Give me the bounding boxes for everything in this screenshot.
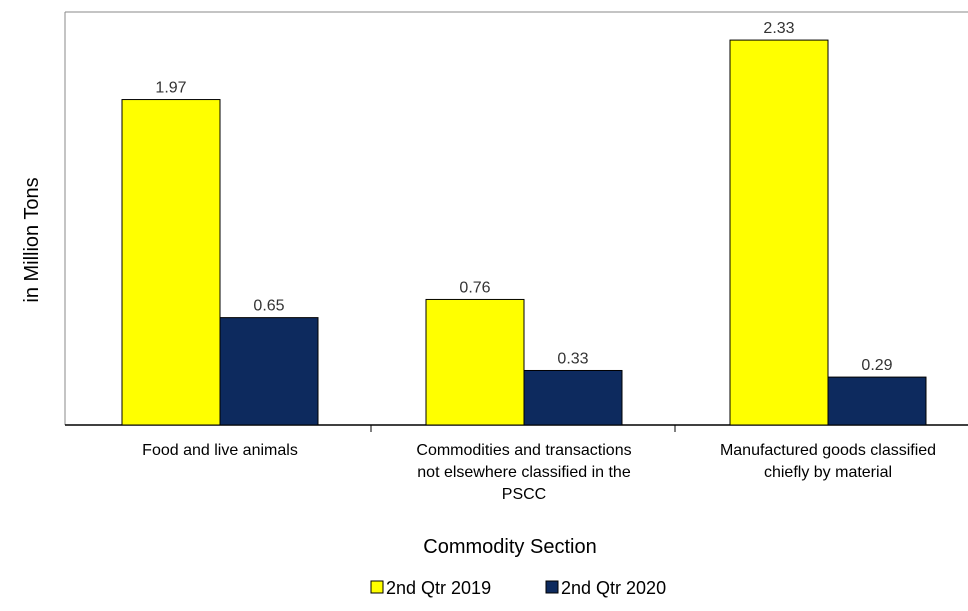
legend-swatch xyxy=(370,580,384,594)
bar-value-label: 0.65 xyxy=(253,298,284,315)
bar-series-2 xyxy=(827,376,927,426)
legend-swatch xyxy=(545,580,559,594)
legend-label: 2nd Qtr 2020 xyxy=(561,578,666,598)
bar-value-label: 2.33 xyxy=(763,20,794,37)
bar-value-label: 1.97 xyxy=(155,80,186,97)
x-tick-label: Food and live animals xyxy=(142,442,298,459)
x-tick-label-line: Manufactured goods classified xyxy=(720,442,936,459)
legend: 2nd Qtr 2019 2nd Qtr 2020 xyxy=(370,578,666,598)
y-axis-title: in Million Tons xyxy=(21,177,43,302)
bar-value-label: 0.33 xyxy=(557,350,588,367)
bar-series-2 xyxy=(219,317,319,426)
x-tick-label-line: not elsewhere classified in the xyxy=(417,464,631,481)
x-tick-label: Commodities and transactions not elsewher… xyxy=(416,442,631,503)
value-labels-group: 1.97 0.65 0.76 0.33 2.33 0.29 xyxy=(155,20,892,374)
bars-group xyxy=(121,39,927,426)
bar-series-2 xyxy=(523,369,623,426)
x-tick-label-line: Food and live animals xyxy=(142,442,298,459)
bar-value-label: 0.76 xyxy=(459,279,490,296)
bar-series-1 xyxy=(425,298,525,426)
x-axis-title: Commodity Section xyxy=(423,536,596,558)
legend-label: 2nd Qtr 2019 xyxy=(386,578,491,598)
bar-series-1 xyxy=(729,39,829,426)
x-tick-label-line: PSCC xyxy=(502,486,546,503)
x-ticks-group: Food and live animals Commodities and tra… xyxy=(142,442,936,503)
bar-value-label: 0.29 xyxy=(861,357,892,374)
x-tick-label-line: Commodities and transactions xyxy=(416,442,631,459)
x-tick-label-line: chiefly by material xyxy=(764,464,892,481)
bar-series-1 xyxy=(121,99,221,426)
x-tick-label: Manufactured goods classified chiefly by … xyxy=(720,442,936,481)
